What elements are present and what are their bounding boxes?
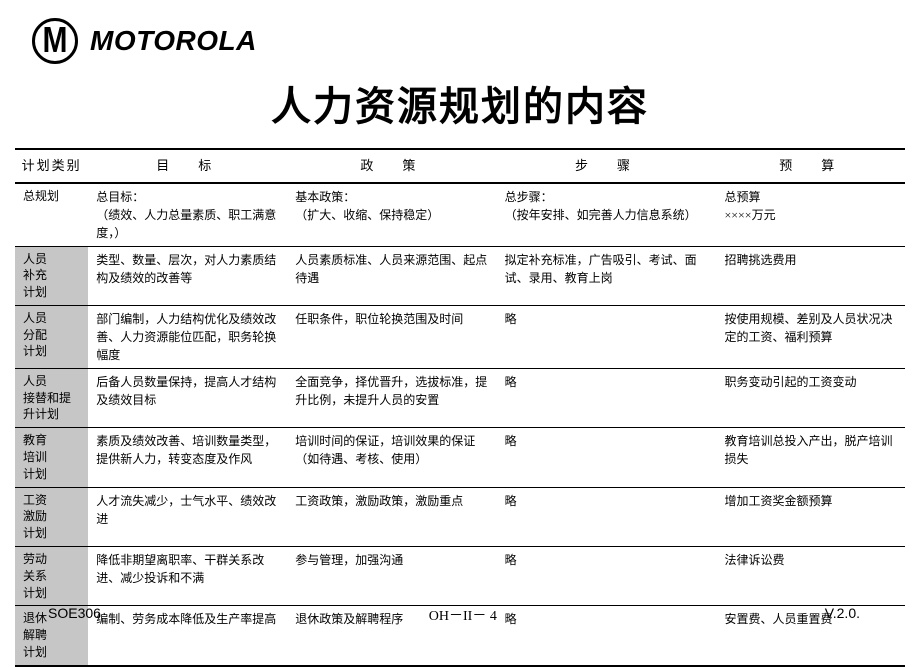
category-cell: 人员接替和提升计划 <box>15 368 88 427</box>
policy-cell: 任职条件，职位轮换范围及时间 <box>287 305 496 368</box>
table-row: 工资激励计划人才流失减少，士气水平、绩效改进工资政策，激励政策，激励重点略增加工… <box>15 487 905 546</box>
goal-cell: 后备人员数量保持，提高人才结构及绩效目标 <box>88 368 287 427</box>
policy-cell: 人员素质标准、人员来源范围、起点待遇 <box>287 246 496 305</box>
table-row: 人员补充计划类型、数量、层次，对人力素质结构及绩效的改善等人员素质标准、人员来源… <box>15 246 905 305</box>
goal-cell: 素质及绩效改善、培训数量类型，提供新人力，转变态度及作风 <box>88 428 287 487</box>
content-table: 计划类别 目 标 政 策 步 骤 预 算 总规划总目标：（绩效、人力总量素质、职… <box>15 148 905 667</box>
col-budget: 预 算 <box>717 149 906 183</box>
category-cell: 人员补充计划 <box>15 246 88 305</box>
step-cell: 略 <box>497 547 717 606</box>
col-step: 步 骤 <box>497 149 717 183</box>
footer-center: OH－II－ 4 <box>429 605 497 625</box>
category-cell: 劳动关系计划 <box>15 547 88 606</box>
table-row: 总规划总目标：（绩效、人力总量素质、职工满意度，）基本政策：（扩大、收缩、保持稳… <box>15 183 905 247</box>
step-cell: 略 <box>497 428 717 487</box>
category-cell: 人员分配计划 <box>15 305 88 368</box>
header: M MOTOROLA <box>0 0 920 64</box>
table-header-row: 计划类别 目 标 政 策 步 骤 预 算 <box>15 149 905 183</box>
goal-cell: 部门编制，人力结构优化及绩效改善、人力资源能位匹配，职务轮换幅度 <box>88 305 287 368</box>
category-cell: 总规划 <box>15 183 88 247</box>
budget-cell: 招聘挑选费用 <box>717 246 906 305</box>
footer-right: V.2.0. <box>825 605 860 625</box>
motorola-logo-icon: M <box>32 18 78 64</box>
budget-cell: 总预算××××万元 <box>717 183 906 247</box>
goal-cell: 人才流失减少，士气水平、绩效改进 <box>88 487 287 546</box>
brand-text: MOTOROLA <box>90 25 257 57</box>
step-cell: 总步骤：（按年安排、如完善人力信息系统） <box>497 183 717 247</box>
table-row: 人员分配计划部门编制，人力结构优化及绩效改善、人力资源能位匹配，职务轮换幅度任职… <box>15 305 905 368</box>
footer-left: SOE306 <box>48 605 101 625</box>
step-cell: 略 <box>497 487 717 546</box>
budget-cell: 职务变动引起的工资变动 <box>717 368 906 427</box>
col-goal: 目 标 <box>88 149 287 183</box>
goal-cell: 类型、数量、层次，对人力素质结构及绩效的改善等 <box>88 246 287 305</box>
policy-cell: 基本政策：（扩大、收缩、保持稳定） <box>287 183 496 247</box>
policy-cell: 全面竞争，择优晋升，选拔标准，提升比例，未提升人员的安置 <box>287 368 496 427</box>
table-row: 教育培训计划素质及绩效改善、培训数量类型，提供新人力，转变态度及作风培训时间的保… <box>15 428 905 487</box>
footer: SOE306 OH－II－ 4 V.2.0. <box>0 605 920 625</box>
category-cell: 教育培训计划 <box>15 428 88 487</box>
budget-cell: 教育培训总投入产出，脱产培训损失 <box>717 428 906 487</box>
page-title: 人力资源规划的内容 <box>0 74 920 132</box>
table-row: 人员接替和提升计划后备人员数量保持，提高人才结构及绩效目标全面竞争，择优晋升，选… <box>15 368 905 427</box>
budget-cell: 增加工资奖金额预算 <box>717 487 906 546</box>
policy-cell: 工资政策，激励政策，激励重点 <box>287 487 496 546</box>
goal-cell: 总目标：（绩效、人力总量素质、职工满意度，） <box>88 183 287 247</box>
goal-cell: 降低非期望离职率、干群关系改进、减少投诉和不满 <box>88 547 287 606</box>
step-cell: 略 <box>497 368 717 427</box>
col-policy: 政 策 <box>287 149 496 183</box>
step-cell: 略 <box>497 305 717 368</box>
policy-cell: 参与管理，加强沟通 <box>287 547 496 606</box>
table-row: 劳动关系计划降低非期望离职率、干群关系改进、减少投诉和不满参与管理，加强沟通略法… <box>15 547 905 606</box>
budget-cell: 法律诉讼费 <box>717 547 906 606</box>
policy-cell: 培训时间的保证，培训效果的保证（如待遇、考核、使用） <box>287 428 496 487</box>
col-category: 计划类别 <box>15 149 88 183</box>
category-cell: 工资激励计划 <box>15 487 88 546</box>
step-cell: 拟定补充标准，广告吸引、考试、面试、录用、教育上岗 <box>497 246 717 305</box>
budget-cell: 按使用规模、差别及人员状况决定的工资、福利预算 <box>717 305 906 368</box>
logo-letter: M <box>43 23 68 59</box>
